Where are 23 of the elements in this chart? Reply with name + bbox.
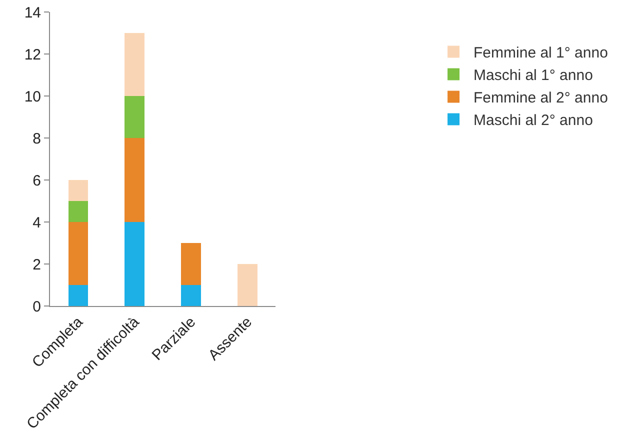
bar xyxy=(124,33,144,96)
y-tick-label: 8 xyxy=(32,130,41,148)
bar xyxy=(181,285,201,306)
legend-label: Maschi al 1° anno xyxy=(474,67,593,84)
bar xyxy=(124,96,144,138)
y-tick-label: 4 xyxy=(32,214,41,232)
bar xyxy=(68,222,88,285)
legend-label: Femmine al 1° anno xyxy=(474,44,608,62)
bar xyxy=(181,243,201,285)
y-tick-label: 2 xyxy=(32,256,41,274)
y-tick-label: 14 xyxy=(24,4,41,22)
bar xyxy=(124,222,144,306)
y-tick-label: 0 xyxy=(32,298,41,316)
y-tick-label: 12 xyxy=(24,46,41,64)
bar xyxy=(68,180,88,201)
y-tick-label: 6 xyxy=(32,172,41,190)
y-tick-label: 10 xyxy=(24,88,41,106)
bar xyxy=(68,201,88,222)
legend-label: Femmine al 2° anno xyxy=(474,90,608,107)
bar xyxy=(68,285,88,306)
legend-label: Maschi al 2° anno xyxy=(474,112,593,130)
bar xyxy=(124,138,144,222)
bar xyxy=(238,264,258,306)
